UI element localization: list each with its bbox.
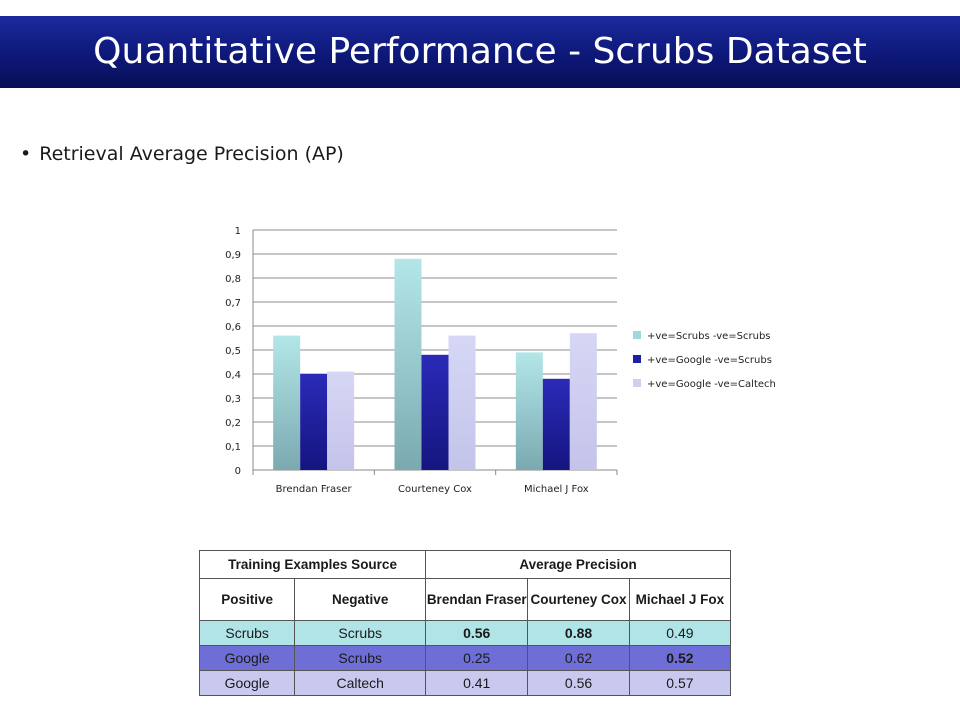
- bullet-dot: •: [20, 143, 32, 165]
- y-tick-label: 0,4: [225, 370, 241, 381]
- y-tick-label: 0,3: [225, 394, 241, 405]
- bar: [515, 352, 543, 470]
- y-tick-label: 0,1: [225, 442, 241, 453]
- cell-brendan-fraser: 0.25: [425, 645, 529, 671]
- cell-brendan-fraser: 0.56: [425, 620, 529, 646]
- table-row: Google Scrubs 0.25 0.62 0.52: [198, 645, 732, 671]
- cell-michael-j-fox: 0.52: [628, 645, 732, 671]
- legend-swatch: [633, 379, 641, 387]
- cell-positive: Google: [198, 670, 296, 696]
- table-group-header-row: Training Examples Source Average Precisi…: [198, 550, 731, 579]
- y-tick-label: 0: [235, 466, 241, 477]
- slide-title: Quantitative Performance - Scrubs Datase…: [93, 31, 867, 72]
- cell-positive: Google: [198, 645, 296, 671]
- bar: [569, 333, 597, 470]
- cell-courteney-cox: 0.56: [527, 670, 630, 696]
- legend-swatch: [633, 355, 641, 363]
- bar: [448, 335, 476, 470]
- bar: [421, 354, 449, 470]
- header-courteney-cox: Courteney Cox: [527, 578, 630, 621]
- y-tick-label: 0,8: [225, 274, 241, 285]
- header-brendan-fraser: Brendan Fraser: [425, 578, 529, 621]
- bar: [394, 258, 422, 470]
- bar-chart: 0 0,1 0,2 0,3 0,4 0,5 0,6 0,7 0,8 0,9 1 Brendan Fra…: [225, 226, 776, 495]
- bar: [273, 335, 301, 470]
- legend-label: +ve=Google -ve=Caltech: [647, 379, 776, 390]
- y-tick-label: 0,2: [225, 418, 241, 429]
- header-average-precision: Average Precision: [425, 550, 731, 579]
- cell-michael-j-fox: 0.57: [628, 670, 732, 696]
- y-tick-label: 0,6: [225, 322, 241, 333]
- legend-swatch: [633, 331, 641, 339]
- title-bar: [0, 16, 960, 88]
- cell-michael-j-fox: 0.49: [628, 620, 732, 646]
- cell-negative: Scrubs: [294, 645, 427, 671]
- table-column-header-row: Positive Negative Brendan Fraser Courten…: [198, 578, 732, 621]
- legend-label: +ve=Google -ve=Scrubs: [647, 355, 772, 366]
- y-tick-label: 0,7: [225, 298, 241, 309]
- y-tick-label: 0,5: [225, 346, 241, 357]
- header-positive: Positive: [198, 578, 296, 621]
- header-negative: Negative: [294, 578, 427, 621]
- x-tick-label: Michael J Fox: [524, 484, 589, 495]
- cell-courteney-cox: 0.62: [527, 645, 630, 671]
- x-tick-label: Brendan Fraser: [276, 484, 353, 495]
- bar: [327, 371, 355, 470]
- table-row: Scrubs Scrubs 0.56 0.88 0.49: [198, 620, 732, 646]
- y-tick-label: 1: [235, 226, 241, 237]
- bullet-item: • Retrieval Average Precision (AP): [20, 143, 344, 165]
- bar: [300, 374, 328, 470]
- cell-courteney-cox: 0.88: [527, 620, 630, 646]
- results-table: Training Examples Source Average Precisi…: [198, 550, 732, 696]
- cell-negative: Caltech: [294, 670, 427, 696]
- header-michael-j-fox: Michael J Fox: [628, 578, 732, 621]
- header-training-source: Training Examples Source: [198, 550, 427, 579]
- legend-label: +ve=Scrubs -ve=Scrubs: [647, 331, 771, 342]
- bar: [542, 378, 570, 470]
- cell-negative: Scrubs: [294, 620, 427, 646]
- cell-brendan-fraser: 0.41: [425, 670, 529, 696]
- y-tick-label: 0,9: [225, 250, 241, 261]
- bullet-text: Retrieval Average Precision (AP): [39, 143, 344, 165]
- cell-positive: Scrubs: [198, 620, 296, 646]
- table-row: Google Caltech 0.41 0.56 0.57: [198, 670, 732, 696]
- x-tick-label: Courteney Cox: [398, 484, 472, 495]
